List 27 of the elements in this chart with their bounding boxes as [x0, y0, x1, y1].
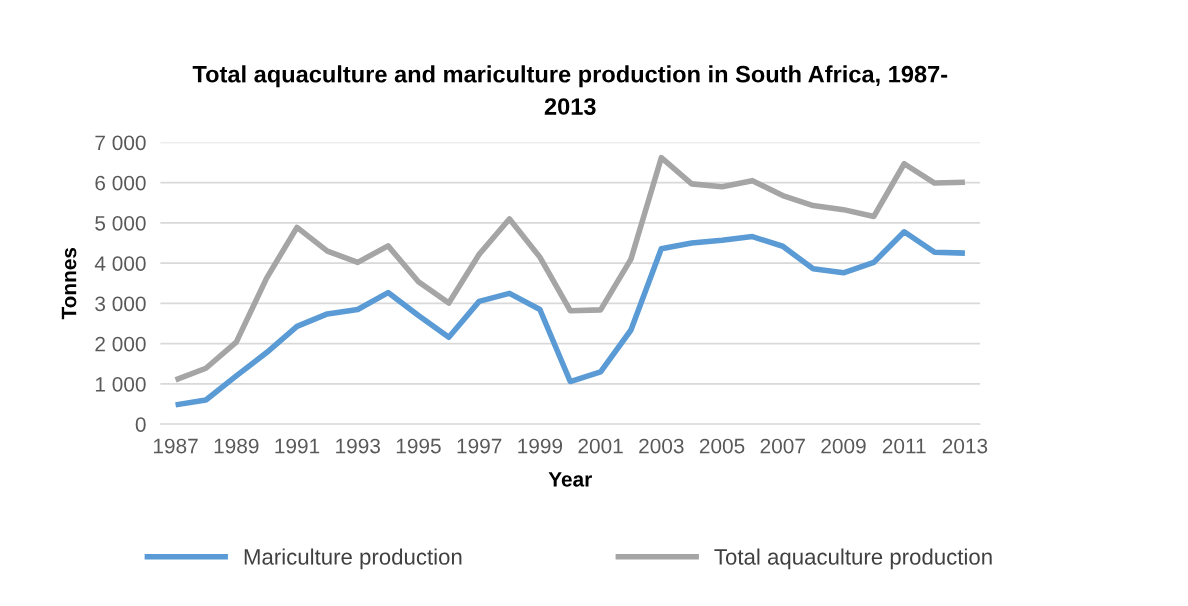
x-tick-label: 1993	[336, 438, 380, 454]
y-tick-label: 7 000	[95, 135, 146, 151]
x-tick-label: 2013	[942, 438, 988, 454]
y-tick-label: 5 000	[95, 215, 146, 231]
x-axis-title: Year	[548, 472, 592, 487]
x-tick-label: 1995	[396, 438, 441, 454]
y-tick-label: 6 000	[95, 175, 146, 191]
x-tick-label: 1987	[153, 438, 198, 454]
x-tick-label: 1997	[457, 438, 502, 454]
x-tick-label: 1999	[518, 438, 563, 454]
x-tick-label: 2009	[821, 438, 866, 454]
y-tick-label: 3 000	[95, 296, 146, 312]
x-tick-label: 2003	[639, 438, 684, 454]
x-tick-label: 2001	[578, 438, 623, 454]
x-tick-label: 2011	[882, 438, 926, 454]
y-tick-label: 4 000	[94, 256, 146, 271]
y-tick-label: 2 000	[95, 336, 146, 352]
x-tick-label: 2007	[760, 438, 805, 454]
y-axis-title: Tonnes	[61, 247, 77, 320]
legend-label: Total aquaculture production	[714, 548, 992, 570]
x-tick-label: 1989	[214, 438, 259, 454]
x-tick-label: 1991	[275, 438, 320, 454]
x-tick-label: 2005	[699, 438, 745, 454]
chart-title: Total aquaculture and mariculture production in South Africa, 1987- 2013	[192, 65, 948, 115]
y-tick-label: 1 000	[95, 376, 146, 392]
y-tick-label: 0	[135, 417, 146, 432]
legend-label: Mariculture production	[244, 548, 462, 570]
